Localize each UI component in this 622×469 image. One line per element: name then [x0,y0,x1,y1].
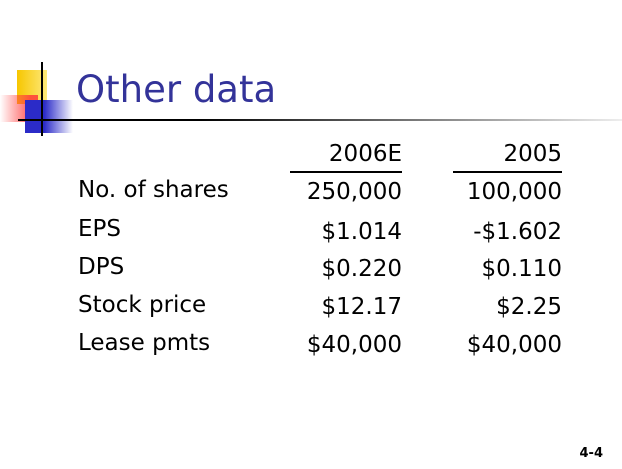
page-number: 4-4 [579,446,604,461]
value-2005: 100,000 [466,179,562,205]
row-label: Lease pmts [78,330,211,356]
value-2005: $2.25 [496,294,562,320]
slide-title: Other data [76,68,277,111]
value-2006e: $12.17 [321,294,402,320]
value-2006e: 250,000 [306,179,402,205]
row-label: Stock price [78,292,207,318]
header-underline [290,171,402,173]
row-label: EPS [78,216,122,242]
column-header-2006e: 2006E [328,141,402,167]
value-2005: -$1.602 [473,219,562,245]
row-label: DPS [78,254,125,280]
value-2006e: $40,000 [306,332,402,358]
decor-blue-square [25,100,73,133]
value-2006e: $1.014 [321,219,402,245]
value-2005: $0.110 [481,256,562,282]
column-header-2005: 2005 [503,141,562,167]
value-2005: $40,000 [466,332,562,358]
value-2006e: $0.220 [321,256,402,282]
decor-vertical-line [41,62,43,136]
title-rule [18,119,622,121]
header-underline [453,171,562,173]
row-label: No. of shares [78,177,229,203]
